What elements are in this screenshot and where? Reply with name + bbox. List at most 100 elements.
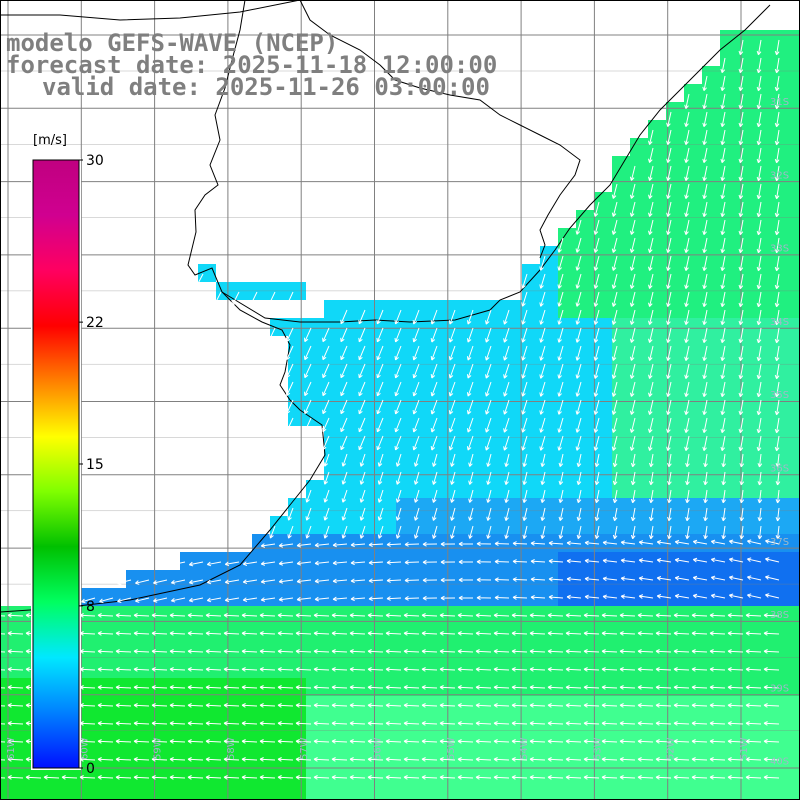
ocean-cell [792, 660, 800, 678]
wind-vector [593, 309, 600, 325]
ocean-cell [396, 498, 414, 516]
wind-vector [648, 237, 654, 253]
ocean-cell [270, 588, 288, 606]
wind-vector [358, 399, 366, 415]
wind-vector [394, 363, 402, 379]
wind-vector [666, 345, 672, 361]
wind-vector [133, 703, 150, 708]
model-title: modelo GEFS-WAVE (NCEP) [6, 29, 339, 57]
wind-vector [648, 381, 654, 397]
ocean-cell [792, 156, 800, 174]
wind-vector [169, 703, 186, 708]
wind-vector [774, 309, 780, 326]
ocean-cell [558, 426, 576, 444]
wind-vector [673, 631, 690, 636]
ocean-cell [360, 390, 378, 408]
ocean-cell [792, 372, 800, 390]
wind-vector [359, 507, 366, 521]
wind-vector [565, 667, 582, 672]
ocean-cell [792, 300, 800, 318]
latitude-label: 36S [770, 464, 789, 475]
ocean-cell [360, 318, 378, 336]
wind-vector [529, 685, 546, 690]
ocean-cell [702, 588, 720, 606]
wind-vector [269, 525, 276, 539]
ocean-cell [342, 786, 360, 804]
wind-vector [548, 558, 564, 564]
ocean-cell [612, 588, 630, 606]
ocean-cell [630, 588, 648, 606]
ocean-cell [540, 300, 558, 318]
wind-vector [576, 525, 582, 540]
wind-vector [377, 507, 384, 521]
ocean-cell [180, 588, 198, 606]
wind-vector [774, 237, 780, 254]
wind-vector [720, 435, 726, 452]
wind-vector [629, 381, 636, 397]
wind-vector [601, 775, 618, 780]
wind-vector [763, 739, 780, 744]
ocean-cell [792, 606, 800, 624]
wind-vector [205, 631, 222, 636]
wind-vector [241, 649, 258, 654]
wind-vector [341, 525, 348, 539]
wind-vector [504, 525, 510, 539]
ocean-cell [450, 300, 468, 318]
wind-vector [376, 417, 384, 433]
wind-vector [521, 399, 528, 415]
ocean-cell [594, 354, 612, 372]
wind-vector [738, 273, 744, 290]
ocean-cell [522, 336, 540, 354]
wind-vector [720, 417, 726, 434]
wind-vector [403, 667, 420, 672]
wind-vector [765, 557, 780, 563]
longitude-label: 56W [373, 737, 384, 760]
wind-vector [702, 327, 708, 344]
wind-vector [775, 453, 781, 468]
wind-vector [738, 165, 744, 182]
wind-vector [503, 399, 510, 415]
wind-vector [692, 539, 708, 545]
wind-vector [115, 631, 132, 636]
wind-vector [611, 201, 618, 217]
wind-vector [169, 649, 186, 654]
wind-vector [223, 667, 240, 672]
wind-vector [169, 613, 186, 618]
ocean-cell [414, 462, 432, 480]
wind-vector [666, 363, 672, 379]
wind-vector [774, 399, 780, 416]
ocean-cell [666, 462, 684, 480]
wind-vector [612, 471, 618, 486]
wind-vector [97, 613, 114, 618]
ocean-cell [576, 408, 594, 426]
wind-vector [774, 291, 780, 308]
ocean-cell [792, 318, 800, 336]
wind-vector [331, 739, 348, 744]
wind-vector [486, 453, 492, 467]
wind-vector [611, 237, 618, 253]
ocean-cell [414, 372, 432, 390]
wind-vector [403, 775, 420, 780]
wind-vector [512, 541, 528, 546]
wind-vector [223, 649, 240, 654]
ocean-cell [414, 390, 432, 408]
wind-vector [521, 345, 528, 361]
wind-vector [774, 75, 780, 92]
ocean-cell [306, 408, 324, 426]
ocean-cell [324, 426, 342, 444]
wind-vector [583, 757, 600, 762]
wind-vector [583, 667, 600, 672]
wind-vector [655, 757, 672, 762]
ocean-cell [180, 570, 198, 588]
wind-vector [413, 453, 420, 467]
wind-vector [404, 560, 420, 565]
latitude-label: 32S [770, 170, 789, 181]
wind-vector [702, 165, 708, 182]
wind-vector [322, 327, 330, 343]
wind-vector [557, 255, 564, 271]
wind-vector [575, 435, 582, 451]
wind-vector [241, 703, 258, 708]
wind-vector [648, 417, 654, 433]
wind-vector [691, 703, 708, 708]
ocean-cell [666, 102, 684, 120]
